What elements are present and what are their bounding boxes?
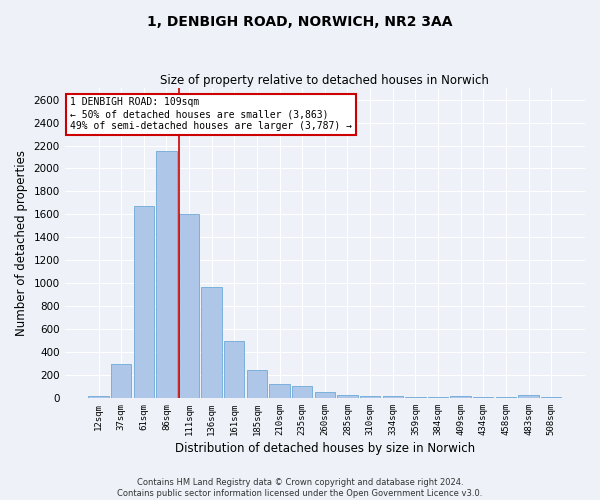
- Bar: [156, 152, 176, 398]
- Bar: [269, 384, 290, 398]
- Bar: [360, 396, 380, 398]
- Text: Contains HM Land Registry data © Crown copyright and database right 2024.
Contai: Contains HM Land Registry data © Crown c…: [118, 478, 482, 498]
- Text: 1 DENBIGH ROAD: 109sqm
← 50% of detached houses are smaller (3,863)
49% of semi-: 1 DENBIGH ROAD: 109sqm ← 50% of detached…: [70, 98, 352, 130]
- Bar: [134, 206, 154, 398]
- Bar: [202, 286, 222, 398]
- Bar: [88, 396, 109, 398]
- Bar: [428, 397, 448, 398]
- Bar: [451, 396, 471, 398]
- Y-axis label: Number of detached properties: Number of detached properties: [15, 150, 28, 336]
- Bar: [111, 364, 131, 398]
- X-axis label: Distribution of detached houses by size in Norwich: Distribution of detached houses by size …: [175, 442, 475, 455]
- Bar: [337, 394, 358, 398]
- Text: 1, DENBIGH ROAD, NORWICH, NR2 3AA: 1, DENBIGH ROAD, NORWICH, NR2 3AA: [147, 15, 453, 29]
- Title: Size of property relative to detached houses in Norwich: Size of property relative to detached ho…: [160, 74, 489, 87]
- Bar: [314, 392, 335, 398]
- Bar: [247, 370, 267, 398]
- Bar: [179, 214, 199, 398]
- Bar: [405, 397, 425, 398]
- Bar: [292, 386, 313, 398]
- Bar: [383, 396, 403, 398]
- Bar: [518, 395, 539, 398]
- Bar: [224, 340, 244, 398]
